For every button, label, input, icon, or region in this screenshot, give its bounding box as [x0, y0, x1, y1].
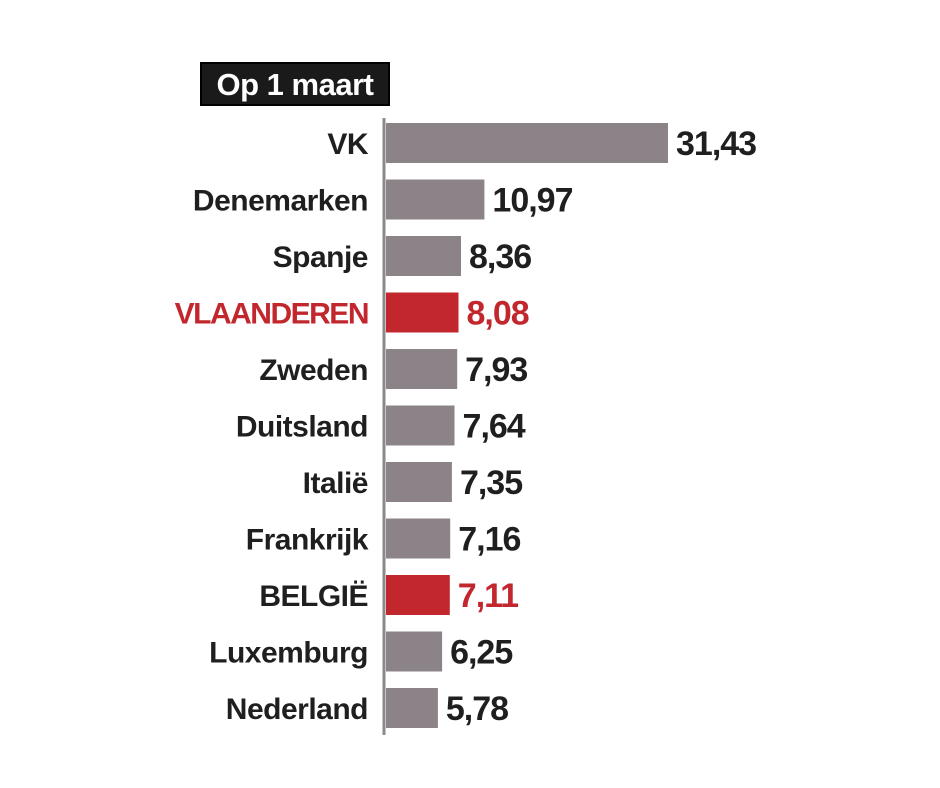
category-label-vlaanderen: VLAANDEREN [175, 298, 368, 331]
category-label-denemarken: Denemarken [193, 185, 368, 218]
value-label-duitsland: 7,64 [463, 408, 526, 446]
bar-vk [386, 123, 668, 163]
value-label-zweden: 7,93 [465, 351, 527, 389]
category-label-belgie: BELGIË [259, 580, 368, 613]
bar-luxemburg [386, 631, 443, 672]
category-label-frankrijk: Frankrijk [246, 524, 369, 557]
bar-nederland [386, 688, 438, 728]
bar-denemarken [386, 179, 485, 220]
category-label-zweden: Zweden [259, 354, 368, 387]
bar-frankrijk [386, 518, 451, 559]
value-label-vlaanderen: 8,08 [466, 295, 528, 333]
category-label-luxemburg: Luxemburg [209, 637, 368, 670]
bar-vlaanderen [386, 292, 459, 333]
category-label-spanje: Spanje [273, 241, 368, 274]
value-label-nederland: 5,78 [446, 690, 508, 728]
category-label-nederland: Nederland [226, 693, 368, 726]
value-label-denemarken: 10,97 [492, 182, 572, 220]
category-label-duitsland: Duitsland [236, 411, 368, 444]
bar-spanje [386, 236, 461, 276]
category-label-vk: VK [327, 128, 369, 161]
bar-belgie [386, 575, 450, 615]
value-label-vk: 31,43 [676, 125, 756, 163]
bar-italie [386, 462, 452, 502]
value-label-luxemburg: 6,25 [450, 634, 512, 672]
value-label-spanje: 8,36 [469, 238, 531, 276]
chart-title-box: Op 1 maart [200, 62, 390, 106]
value-label-frankrijk: 7,16 [458, 521, 520, 559]
chart-title: Op 1 maart [216, 67, 374, 102]
bar-zweden [386, 349, 458, 389]
value-label-belgie: 7,11 [458, 577, 518, 615]
bar-duitsland [386, 405, 455, 446]
value-label-italie: 7,35 [460, 464, 522, 502]
category-label-italie: Italië [303, 467, 368, 500]
